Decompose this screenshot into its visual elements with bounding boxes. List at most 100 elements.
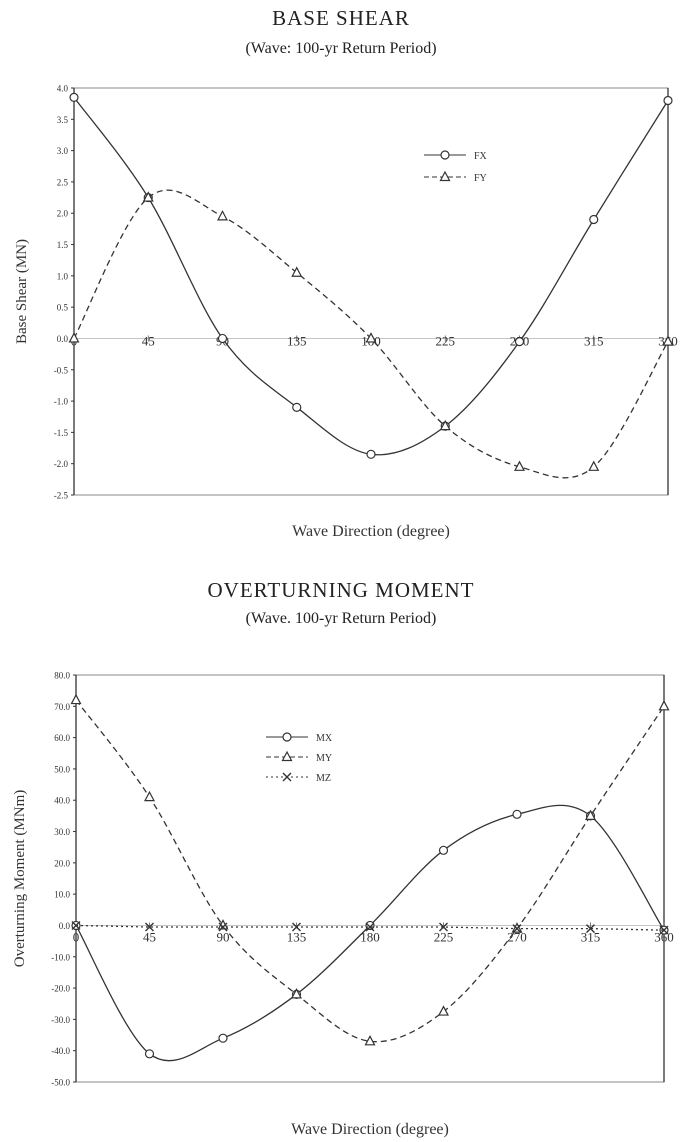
data-point-triangle — [439, 170, 451, 182]
data-point-triangle — [585, 809, 596, 820]
data-point-x — [365, 922, 375, 932]
data-point-x — [586, 924, 595, 934]
y-tick-label: -40.0 — [51, 1046, 70, 1056]
data-point-triangle — [514, 460, 525, 471]
data-point-triangle — [588, 460, 600, 471]
y-tick-label: 50.0 — [54, 764, 70, 774]
data-point-triangle — [662, 335, 674, 346]
y-tick-label: -30.0 — [51, 1015, 70, 1025]
data-point-x — [659, 925, 669, 935]
series-line-mz — [75, 924, 665, 931]
data-point-triangle — [439, 419, 451, 431]
data-point-x — [71, 920, 81, 930]
data-point-x — [439, 922, 448, 932]
chart-title: OVERTURNING MOMENT — [207, 578, 475, 602]
legend-label-my: MY — [316, 753, 332, 764]
y-tick-label: 80.0 — [54, 671, 70, 681]
y-axis-label: Base Shear (MN) — [14, 239, 30, 344]
x-tick-label: 315 — [584, 333, 604, 348]
y-tick-label: 40.0 — [54, 796, 70, 806]
data-point-x — [282, 772, 292, 782]
series-line-fx — [73, 97, 669, 456]
x-tick-label: 135 — [287, 333, 307, 348]
data-point-circle — [512, 809, 522, 819]
data-point-circle — [144, 1049, 155, 1059]
x-tick-label: 225 — [436, 333, 456, 348]
x-tick-label: 225 — [434, 929, 454, 944]
y-tick-label: 0.0 — [59, 921, 71, 931]
data-point-circle — [282, 732, 292, 742]
y-axis-label: Overturning Moment (MNm) — [12, 790, 28, 967]
x-tick-label: 45 — [143, 929, 156, 944]
plot-frame — [73, 87, 669, 496]
x-tick-label: 135 — [287, 929, 307, 944]
data-point-triangle — [438, 1005, 449, 1016]
data-point-circle — [69, 92, 79, 102]
legend-label-mz: MZ — [316, 773, 331, 784]
y-tick-label: 70.0 — [54, 702, 70, 712]
chart-subtitle: (Wave: 100-yr Return Period) — [245, 40, 437, 57]
data-point-triangle — [142, 191, 154, 202]
data-point-x — [218, 922, 228, 932]
y-tick-label: 0.5 — [57, 303, 69, 313]
y-tick-label: 2.0 — [57, 209, 69, 219]
overturning-moment-plot: 80.0 70.0 60.0 50.0 40.0 30.0 20.0 10.0 0.0 -10.0… — [12, 671, 674, 1139]
legend-label-mx: MX — [316, 733, 333, 744]
y-tick-label: -1.5 — [54, 428, 69, 438]
base-shear-plot: 4.0 3.5 3.0 2.5 2.0 1.5 1.0 0.5 0.0 -0.5 -1.0 -1.5 -… — [14, 84, 678, 541]
x-tick-label: 90 — [217, 929, 230, 944]
data-point-circle — [217, 333, 228, 344]
data-point-circle — [663, 95, 673, 106]
x-tick-label: 0 — [73, 929, 80, 944]
data-point-circle — [514, 336, 525, 347]
y-tick-label: -50.0 — [51, 1078, 70, 1088]
y-tick-label: 2.5 — [57, 177, 69, 187]
y-tick-label: -10.0 — [51, 952, 70, 962]
data-point-circle — [292, 402, 302, 412]
data-point-triangle — [68, 332, 80, 343]
chart-title: BASE SHEAR — [272, 6, 410, 30]
legend-label-fy: FY — [474, 173, 487, 184]
data-point-triangle — [365, 332, 377, 343]
data-point-x — [292, 922, 301, 932]
legend-label-fx: FX — [474, 151, 488, 162]
x-tick-label: 180 — [360, 929, 380, 944]
overturning-moment-chart: OVERTURNING MOMENT (Wave. 100-yr Return … — [0, 570, 682, 1142]
base-shear-chart: BASE SHEAR (Wave: 100-yr Return Period) … — [0, 0, 682, 560]
data-point-circle — [218, 1033, 228, 1043]
data-point-circle — [438, 845, 449, 855]
data-point-triangle — [364, 1035, 376, 1046]
data-point-triangle — [281, 750, 293, 762]
data-point-circle — [589, 214, 599, 225]
x-tick-label: 45 — [142, 333, 155, 348]
data-point-triangle — [291, 988, 302, 999]
y-tick-label: 3.0 — [57, 146, 69, 156]
y-tick-label: 20.0 — [54, 858, 70, 868]
y-tick-label: 30.0 — [54, 827, 70, 837]
data-point-x — [512, 924, 522, 934]
x-axis-label: Wave Direction (degree) — [292, 523, 450, 540]
y-tick-label: -2.5 — [54, 491, 69, 501]
data-point-triangle — [70, 693, 82, 705]
data-point-triangle — [291, 266, 303, 277]
x-tick-label: 360 — [654, 929, 674, 944]
y-tick-label: 0.0 — [57, 334, 69, 344]
data-point-circle — [366, 449, 376, 459]
plot-frame — [75, 674, 665, 1083]
y-tick-label: 10.0 — [54, 890, 70, 900]
y-tick-label: 60.0 — [54, 733, 70, 743]
data-point-circle — [440, 150, 450, 160]
x-axis-label: Wave Direction (degree) — [291, 1121, 449, 1138]
data-point-circle — [365, 920, 375, 931]
y-tick-label: -1.0 — [54, 397, 69, 407]
data-point-x — [145, 922, 154, 932]
y-tick-label: 1.5 — [57, 240, 69, 250]
y-tick-label: 1.0 — [57, 271, 69, 281]
y-tick-label: 4.0 — [57, 84, 69, 94]
data-point-triangle — [658, 700, 670, 711]
data-point-triangle — [217, 210, 228, 221]
data-point-triangle — [144, 790, 155, 802]
series-line-my — [75, 699, 665, 1043]
chart-subtitle: (Wave. 100-yr Return Period) — [245, 610, 437, 627]
y-tick-label: 3.5 — [57, 115, 69, 125]
